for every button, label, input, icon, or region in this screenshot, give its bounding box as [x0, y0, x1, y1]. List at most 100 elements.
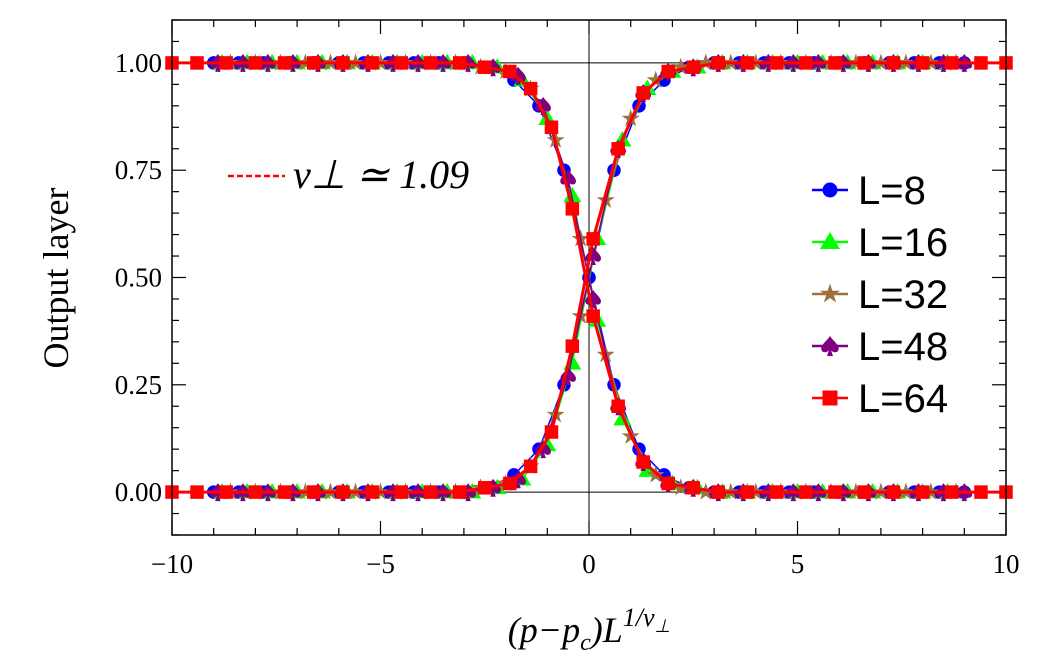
data-point	[544, 425, 559, 439]
data-point	[769, 56, 784, 70]
data-point	[857, 485, 871, 499]
data-point	[307, 56, 321, 70]
data-point	[219, 485, 233, 499]
data-point	[565, 202, 580, 216]
data-point	[563, 186, 582, 203]
legend-item: L=64	[812, 377, 948, 421]
x-tick-label: −5	[366, 549, 395, 579]
data-point	[945, 485, 959, 499]
data-point	[857, 56, 871, 70]
x-axis-label-sup-sub: ⊥	[655, 616, 671, 636]
data-point	[686, 60, 700, 74]
data-point	[394, 485, 409, 499]
legend-item: L=8	[812, 169, 926, 213]
data-point	[503, 64, 517, 79]
data-point	[560, 169, 576, 188]
data-point	[799, 56, 813, 70]
legend-marker-square-icon	[822, 390, 838, 406]
x-tick-label: 10	[993, 549, 1020, 579]
data-point	[336, 485, 350, 499]
data-point	[740, 56, 755, 70]
data-point	[277, 485, 292, 499]
tick-labels: −10 −5 0 5 10 0.00 0.25 0.50 0.75 1.00	[115, 48, 1020, 579]
data-point	[696, 53, 715, 71]
data-point	[190, 485, 204, 499]
x-axis-label-sub: c	[580, 630, 591, 656]
data-point	[586, 232, 600, 246]
x-axis-label: (p−pc)L1/ν⊥	[508, 603, 670, 656]
data-point	[974, 56, 988, 70]
data-point	[523, 459, 538, 474]
data-point	[365, 485, 379, 499]
series-l-64	[165, 56, 1013, 499]
y-tick-label: 0.75	[115, 155, 162, 185]
data-point	[452, 485, 467, 499]
data-point	[611, 142, 625, 156]
legend-label: L=16	[858, 221, 948, 265]
data-point	[611, 399, 625, 413]
data-point	[452, 56, 467, 70]
data-point	[365, 56, 379, 70]
data-point	[636, 455, 650, 469]
x-tick-label: 0	[582, 549, 596, 579]
legend-marker-star-icon	[820, 283, 840, 303]
data-point	[799, 485, 813, 499]
legend-item: L=32	[812, 273, 948, 317]
data-point	[661, 476, 675, 491]
y-tick-label: 0.25	[115, 370, 162, 400]
plot-frame	[171, 19, 1007, 536]
data-point	[190, 56, 204, 70]
data-point	[646, 70, 665, 88]
data-point	[277, 56, 292, 70]
data-point	[248, 485, 263, 499]
fit-annotation: ν⊥ ≃ 1.09	[228, 152, 469, 197]
data-point	[661, 64, 675, 79]
legend-label: L=32	[858, 273, 948, 317]
data-point	[945, 56, 959, 70]
data-point	[565, 339, 580, 353]
x-axis-label-after: )L	[589, 610, 623, 650]
data-point	[915, 485, 930, 499]
legend-marker-circle-icon	[822, 182, 838, 198]
legend-label: L=64	[858, 377, 948, 421]
data-point	[394, 56, 409, 70]
data-point	[636, 86, 650, 100]
series-group	[165, 53, 1013, 502]
data-point	[828, 56, 842, 70]
data-point	[307, 485, 321, 499]
x-axis-label-sup: 1/ν	[623, 603, 655, 632]
data-point	[740, 485, 755, 499]
x-tick-label: 5	[791, 549, 805, 579]
legend-marker-spade-icon	[821, 336, 839, 356]
data-point	[478, 481, 492, 495]
legend-label: L=8	[858, 169, 926, 213]
data-point	[336, 56, 350, 70]
data-point	[219, 56, 233, 70]
data-point	[974, 485, 988, 499]
legend: L=8 L=16 L=32 L=48 L=64	[812, 169, 948, 421]
legend-item: L=16	[812, 221, 948, 265]
x-axis-label-main: (p−p	[508, 610, 580, 650]
data-point	[769, 485, 784, 499]
legend-marker-triangle-icon	[820, 232, 840, 249]
data-point	[711, 485, 726, 499]
y-axis-label: Output layer	[36, 188, 76, 369]
data-point	[711, 56, 726, 70]
data-point	[523, 81, 538, 96]
data-point	[686, 481, 700, 495]
y-tick-label: 1.00	[115, 48, 162, 78]
data-point	[886, 56, 901, 70]
legend-label: L=48	[858, 325, 948, 369]
data-point	[535, 96, 551, 115]
data-point	[423, 56, 438, 70]
data-point	[544, 120, 559, 135]
data-point	[478, 60, 492, 74]
y-tick-label: 0.00	[115, 477, 162, 507]
data-point	[503, 476, 517, 491]
data-point	[423, 485, 438, 499]
data-point	[886, 485, 901, 499]
data-point	[248, 56, 263, 70]
data-point	[915, 56, 930, 70]
y-tick-label: 0.50	[115, 263, 162, 293]
